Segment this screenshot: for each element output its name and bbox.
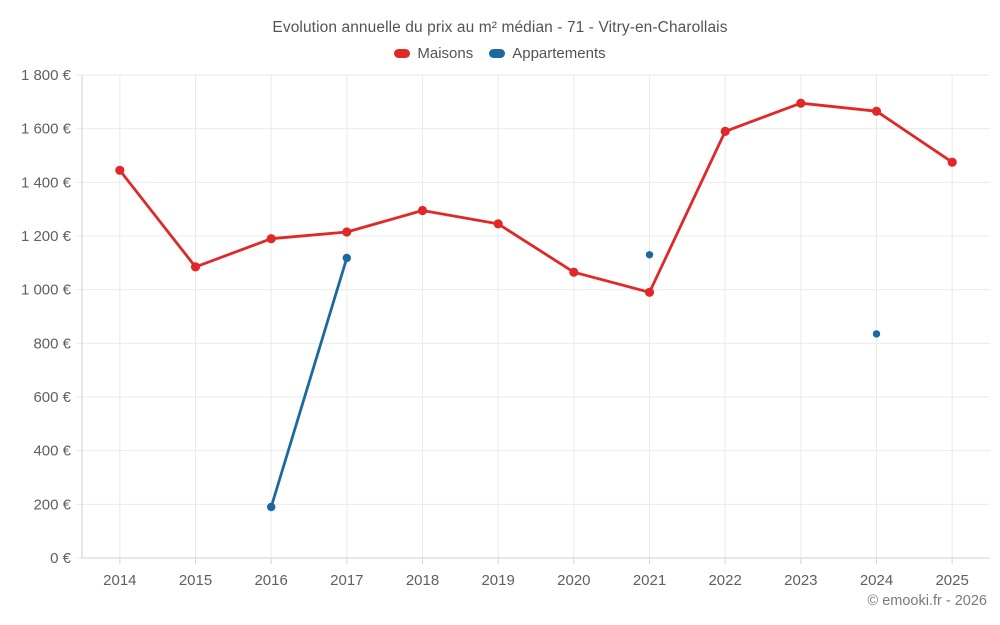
y-tick-label: 800 € (33, 335, 71, 352)
x-tick-label: 2014 (103, 572, 136, 589)
y-tick-label: 1 000 € (21, 282, 72, 299)
copyright-label: © emooki.fr - 2026 (867, 593, 987, 609)
legend-label-appartements: Appartements (512, 45, 606, 62)
data-point-maisons-2017[interactable] (342, 227, 352, 237)
y-tick-label: 400 € (33, 443, 71, 460)
y-tick-label: 0 € (50, 550, 72, 567)
legend-item-appartements[interactable]: Appartements (489, 45, 606, 62)
x-tick-label: 2017 (330, 572, 363, 589)
data-point-appartements-2016[interactable] (267, 502, 276, 512)
gridlines (76, 74, 990, 559)
data-point-maisons-2023[interactable] (796, 98, 806, 108)
data-point-maisons-2021[interactable] (644, 287, 655, 297)
axes (81, 75, 990, 564)
x-tick-label: 2021 (633, 572, 666, 589)
x-tick-label: 2015 (179, 572, 212, 589)
legend-swatch-appartements-icon (489, 49, 506, 58)
y-tick-label: 1 200 € (21, 228, 72, 245)
tick-labels: 0 € 200 € 400 € 600 € 800 € 1 000 € 1 200 € 1 4… (21, 67, 969, 589)
y-tick-label: 1 800 € (21, 67, 72, 84)
data-point-maisons-2016[interactable] (266, 234, 276, 244)
data-point-appartements-2024[interactable] (872, 330, 881, 338)
legend-item-maisons[interactable]: Maisons (394, 45, 473, 62)
legend-swatch-maisons-icon (394, 49, 411, 58)
data-point-appartements-2021[interactable] (645, 251, 654, 259)
y-tick-label: 1 400 € (21, 174, 72, 191)
x-tick-label: 2022 (708, 572, 741, 589)
x-tick-label: 2016 (254, 572, 287, 589)
data-point-maisons-2015[interactable] (190, 262, 201, 272)
series (115, 98, 957, 512)
series-line-maisons (118, 101, 953, 294)
chart-title: Evolution annuelle du prix au m² médian … (272, 19, 728, 36)
series-line-appartements (269, 257, 349, 508)
data-point-appartements-2017[interactable] (342, 253, 351, 263)
x-tick-label: 2023 (784, 572, 817, 589)
y-tick-label: 1 600 € (21, 121, 72, 138)
x-tick-label: 2018 (406, 572, 439, 589)
data-point-maisons-2014[interactable] (115, 165, 125, 175)
x-tick-label: 2020 (557, 572, 590, 589)
data-point-maisons-2025[interactable] (947, 157, 957, 167)
x-tick-label: 2024 (860, 572, 893, 589)
legend-label-maisons: Maisons (417, 45, 474, 62)
chart-legend: Maisons Appartements (0, 45, 1000, 62)
data-point-maisons-2020[interactable] (569, 267, 579, 277)
y-tick-label: 600 € (33, 389, 71, 406)
x-tick-label: 2019 (481, 572, 514, 589)
x-tick-label: 2025 (935, 572, 968, 589)
data-point-maisons-2019[interactable] (493, 219, 503, 229)
data-point-maisons-2024[interactable] (871, 106, 882, 116)
data-point-maisons-2022[interactable] (720, 126, 730, 136)
y-tick-label: 200 € (33, 496, 71, 513)
data-point-maisons-2018[interactable] (417, 205, 428, 216)
